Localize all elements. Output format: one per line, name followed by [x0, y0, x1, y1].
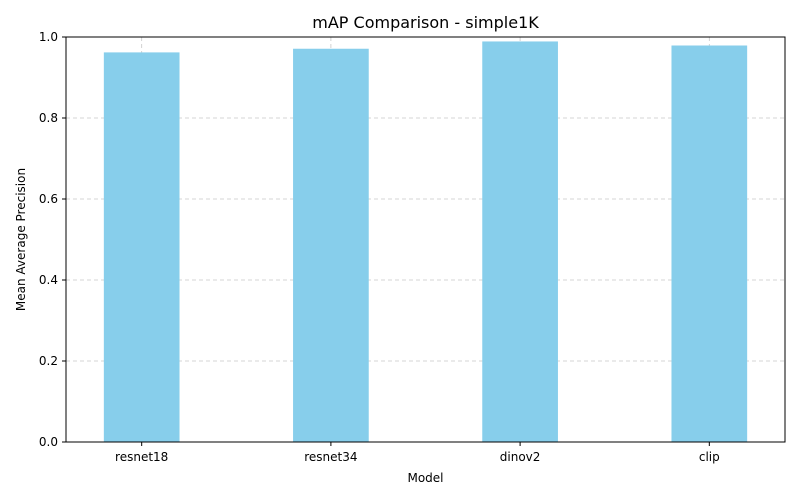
x-tick-label: dinov2	[500, 450, 541, 464]
axes: 0.0 0.2 0.4 0.6 0.8 1.0 resnet18 resnet34 dinov2…	[39, 30, 786, 464]
y-tick-label: 0.8	[39, 111, 58, 125]
y-tick-label: 1.0	[39, 30, 58, 44]
y-tick-label: 0.6	[39, 192, 58, 206]
axes-frame	[65, 36, 786, 443]
x-tick-label: clip	[699, 450, 720, 464]
chart-title: mAP Comparison - simple1K	[312, 13, 539, 32]
x-tick-label: resnet34	[304, 450, 357, 464]
y-tick-label: 0.4	[39, 273, 58, 287]
y-axis-label: Mean Average Precision	[14, 168, 28, 311]
x-tick-label: resnet18	[115, 450, 168, 464]
bars	[103, 41, 748, 443]
y-tick-label: 0.0	[39, 435, 58, 449]
bar-resnet34	[293, 48, 369, 443]
x-axis-label: Model	[407, 471, 443, 485]
bar-dinov2	[482, 41, 558, 443]
bar-clip	[671, 45, 748, 442]
plot-area	[66, 37, 785, 442]
y-tick-label: 0.2	[39, 354, 58, 368]
bar-resnet18	[103, 52, 180, 442]
